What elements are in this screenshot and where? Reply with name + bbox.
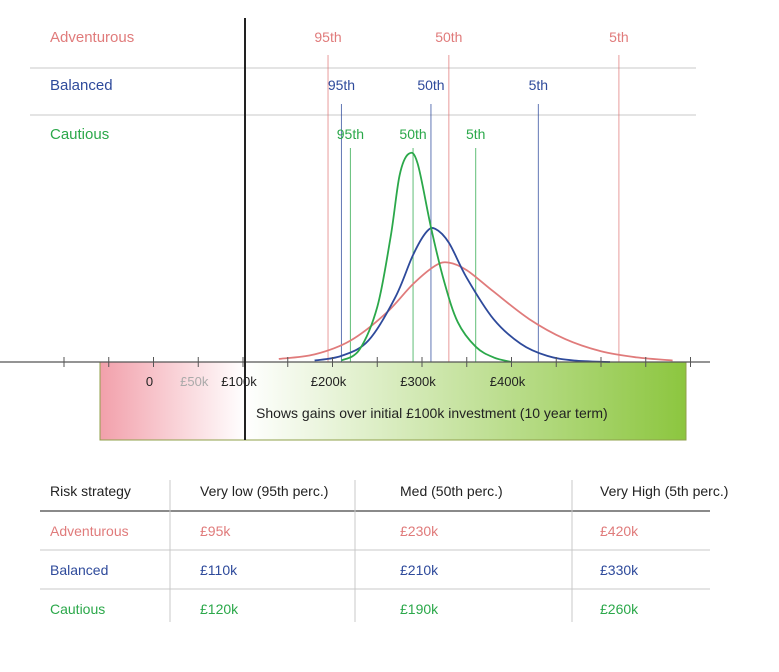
gain-band <box>244 361 687 441</box>
x-tick-label: £100k <box>221 374 257 389</box>
table-row-name-adventurous: Adventurous <box>50 523 129 539</box>
percentile-label-cautious-95th: 95th <box>337 126 364 142</box>
table-header-very-high: Very High (5th perc.) <box>600 483 728 499</box>
percentile-label-balanced-95th: 95th <box>328 77 355 93</box>
distribution-curve-balanced <box>314 227 611 363</box>
series-label-adventurous: Adventurous <box>50 29 134 46</box>
series-label-cautious: Cautious <box>50 126 109 143</box>
distribution-curve-cautious <box>340 151 512 363</box>
percentile-label-cautious-50th: 50th <box>399 126 426 142</box>
table-header-very-low: Very low (95th perc.) <box>200 483 328 499</box>
loss-band <box>99 361 246 441</box>
table-cell-balanced-2: £330k <box>600 562 639 578</box>
table-cell-cautious-1: £190k <box>400 601 439 617</box>
table-header-strategy: Risk strategy <box>50 483 131 499</box>
table-cell-adventurous-2: £420k <box>600 523 639 539</box>
distribution-curve-adventurous <box>278 261 673 362</box>
band-caption: Shows gains over initial £100k investmen… <box>256 405 608 421</box>
table-row-name-cautious: Cautious <box>50 601 105 617</box>
percentile-label-balanced-5th: 5th <box>529 77 548 93</box>
table-cell-cautious-2: £260k <box>600 601 639 617</box>
percentile-label-adventurous-5th: 5th <box>609 29 628 45</box>
x-tick-label: £200k <box>311 374 347 389</box>
x-tick-label: £400k <box>490 374 526 389</box>
table-cell-adventurous-1: £230k <box>400 523 439 539</box>
x-tick-label: £300k <box>400 374 436 389</box>
table-cell-cautious-0: £120k <box>200 601 239 617</box>
percentile-label-adventurous-95th: 95th <box>314 29 341 45</box>
x-tick-label: 0 <box>146 374 153 389</box>
percentile-label-adventurous-50th: 50th <box>435 29 462 45</box>
series-label-balanced: Balanced <box>50 77 113 94</box>
table-cell-adventurous-0: £95k <box>200 523 231 539</box>
table-cell-balanced-1: £210k <box>400 562 439 578</box>
percentile-table: Risk strategy Very low (95th perc.) Med … <box>40 480 728 622</box>
table-header-med: Med (50th perc.) <box>400 483 503 499</box>
x-tick-label: £50k <box>180 374 209 389</box>
table-row-name-balanced: Balanced <box>50 562 108 578</box>
percentile-label-balanced-50th: 50th <box>417 77 444 93</box>
table-cell-balanced-0: £110k <box>200 562 238 578</box>
percentile-label-cautious-5th: 5th <box>466 126 485 142</box>
